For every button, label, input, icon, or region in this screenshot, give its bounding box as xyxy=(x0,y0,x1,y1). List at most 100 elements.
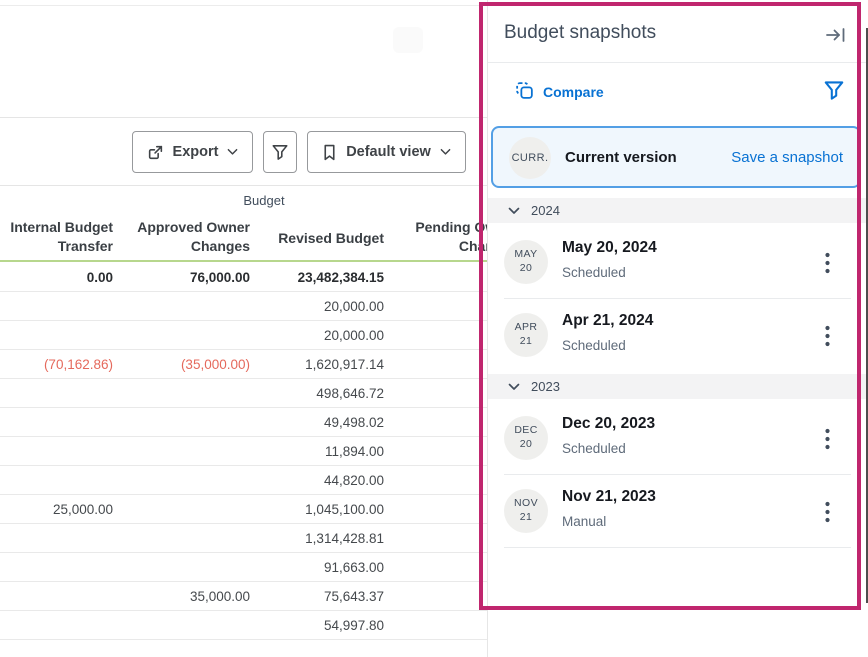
snapshot-list-item[interactable]: NOV 21 Nov 21, 2023 Manual xyxy=(488,475,868,548)
cell-internal-budget-transfer xyxy=(0,611,113,640)
snapshot-date-badge: DEC 20 xyxy=(504,416,548,460)
kebab-menu-icon[interactable] xyxy=(816,426,838,452)
snapshot-title: Nov 21, 2023 xyxy=(562,488,656,505)
cell-approved-owner-changes xyxy=(130,611,250,640)
kebab-menu-icon[interactable] xyxy=(816,250,838,276)
snapshot-title: May 20, 2024 xyxy=(562,239,657,256)
table-group-header: Budget xyxy=(243,193,285,208)
current-version-item[interactable]: CURR. Current version Save a snapshot xyxy=(491,126,861,188)
column-header-internal-budget-transfer: Internal Budget Transfer xyxy=(10,219,113,255)
table-filter-button[interactable] xyxy=(263,131,297,173)
table-row: 20,000.00 xyxy=(0,321,528,350)
cell-revised-budget: 11,894.00 xyxy=(324,444,384,459)
table-body: 0.00 76,000.00 23,482,384.15 20,000.00 2… xyxy=(0,263,528,640)
panel-title: Budget snapshots xyxy=(504,22,657,43)
cell-approved-owner-changes xyxy=(130,495,250,524)
export-caret-icon xyxy=(227,148,238,156)
cell-approved-owner-changes xyxy=(130,379,250,408)
table-row: 498,646.72 xyxy=(0,379,528,408)
compare-button[interactable]: Compare xyxy=(514,80,604,104)
cell-revised-budget: 1,045,100.00 xyxy=(305,502,384,517)
snapshot-date-badge: NOV 21 xyxy=(504,489,548,533)
cell-approved-owner-changes xyxy=(130,292,250,321)
cell-revised-budget: 91,663.00 xyxy=(323,560,384,575)
compare-icon xyxy=(514,80,535,104)
cell-internal-budget-transfer xyxy=(0,466,113,495)
panel-header-divider xyxy=(488,62,868,63)
cell-revised-budget: 54,997.80 xyxy=(323,618,384,633)
kebab-menu-icon[interactable] xyxy=(816,323,838,349)
snapshot-type-label: Scheduled xyxy=(562,338,626,353)
cell-revised-budget: 1,314,428.81 xyxy=(305,531,384,546)
column-header-approved-owner-changes: Approved Owner Changes xyxy=(137,219,250,255)
budget-snapshots-panel: Budget snapshots Compare CU xyxy=(487,0,868,657)
window-edge xyxy=(866,28,868,603)
cell-approved-owner-changes xyxy=(130,466,250,495)
cell-internal-budget-transfer xyxy=(0,408,113,437)
snapshot-type-label: Manual xyxy=(562,514,607,529)
column-header-revised-budget: Revised Budget xyxy=(278,230,384,247)
table-row: 20,000.00 xyxy=(0,292,528,321)
export-icon xyxy=(147,144,164,161)
bookmark-icon xyxy=(322,144,337,161)
compare-label: Compare xyxy=(543,84,604,100)
table-row: 25,000.00 1,045,100.00 xyxy=(0,495,528,524)
snapshot-title: Dec 20, 2023 xyxy=(562,415,656,432)
table-row: 1,314,428.81 xyxy=(0,524,528,553)
cell-revised-budget: 20,000.00 xyxy=(323,299,384,314)
cell-approved-owner-changes xyxy=(130,524,250,553)
filter-icon xyxy=(271,143,289,161)
cell-internal-budget-transfer xyxy=(0,321,113,350)
cell-approved-owner-changes xyxy=(130,553,250,582)
cell-revised-budget: 23,482,384.15 xyxy=(297,270,384,285)
export-button[interactable]: Export xyxy=(132,131,253,173)
toolbar-divider xyxy=(0,185,487,186)
table-row: 11,894.00 xyxy=(0,437,528,466)
cell-internal-budget-transfer xyxy=(0,379,113,408)
snapshot-list-item[interactable]: DEC 20 Dec 20, 2023 Scheduled xyxy=(488,402,868,475)
cell-internal-budget-transfer xyxy=(0,437,113,466)
cell-approved-owner-changes xyxy=(130,408,250,437)
cell-approved-owner-changes xyxy=(130,321,250,350)
table-row: 44,820.00 xyxy=(0,466,528,495)
snapshot-year-label: 2023 xyxy=(531,379,560,394)
cell-internal-budget-transfer: 25,000.00 xyxy=(52,502,113,517)
chevron-down-icon xyxy=(508,379,520,394)
snapshot-title: Apr 21, 2024 xyxy=(562,312,654,329)
cell-internal-budget-transfer: (70,162.86) xyxy=(43,357,113,372)
cell-approved-owner-changes xyxy=(130,437,250,466)
default-view-button[interactable]: Default view xyxy=(307,131,466,173)
cell-internal-budget-transfer: 0.00 xyxy=(86,270,113,285)
snapshot-filter-icon[interactable] xyxy=(822,79,846,103)
default-view-caret-icon xyxy=(440,148,451,156)
cell-revised-budget: 1,620,917.14 xyxy=(305,357,384,372)
kebab-menu-icon[interactable] xyxy=(816,499,838,525)
table-row: 54,997.80 xyxy=(0,611,528,640)
snapshot-year-group-header[interactable]: 2024 xyxy=(488,198,868,223)
cell-approved-owner-changes: 76,000.00 xyxy=(189,270,250,285)
snapshot-list-item[interactable]: APR 21 Apr 21, 2024 Scheduled xyxy=(488,299,868,372)
cell-revised-budget: 49,498.02 xyxy=(323,415,384,430)
cell-revised-budget: 44,820.00 xyxy=(323,473,384,488)
cell-approved-owner-changes: 35,000.00 xyxy=(189,589,250,604)
default-view-label: Default view xyxy=(346,144,431,160)
current-version-badge: CURR. xyxy=(509,137,551,179)
snapshot-list: 2024 MAY 20 May 20, 2024 Scheduled APR 21 … xyxy=(488,196,868,548)
snapshot-list-item[interactable]: MAY 20 May 20, 2024 Scheduled xyxy=(488,226,868,299)
cell-revised-budget: 498,646.72 xyxy=(316,386,384,401)
snapshot-year-label: 2024 xyxy=(531,203,560,218)
snapshot-date-badge: APR 21 xyxy=(504,313,548,357)
collapse-panel-icon[interactable] xyxy=(825,26,847,46)
snapshot-year-group-header[interactable]: 2023 xyxy=(488,374,868,399)
cell-internal-budget-transfer xyxy=(0,553,113,582)
save-snapshot-link[interactable]: Save a snapshot xyxy=(731,148,843,166)
snapshot-type-label: Scheduled xyxy=(562,265,626,280)
cell-internal-budget-transfer xyxy=(0,292,113,321)
export-label: Export xyxy=(172,144,219,160)
table-row: 0.00 76,000.00 23,482,384.15 xyxy=(0,263,528,292)
table-column-headers: Internal Budget Transfer Approved Owner … xyxy=(0,212,528,262)
table-row: 35,000.00 75,643.37 xyxy=(0,582,528,611)
header-divider xyxy=(0,117,487,118)
chevron-down-icon xyxy=(508,203,520,218)
